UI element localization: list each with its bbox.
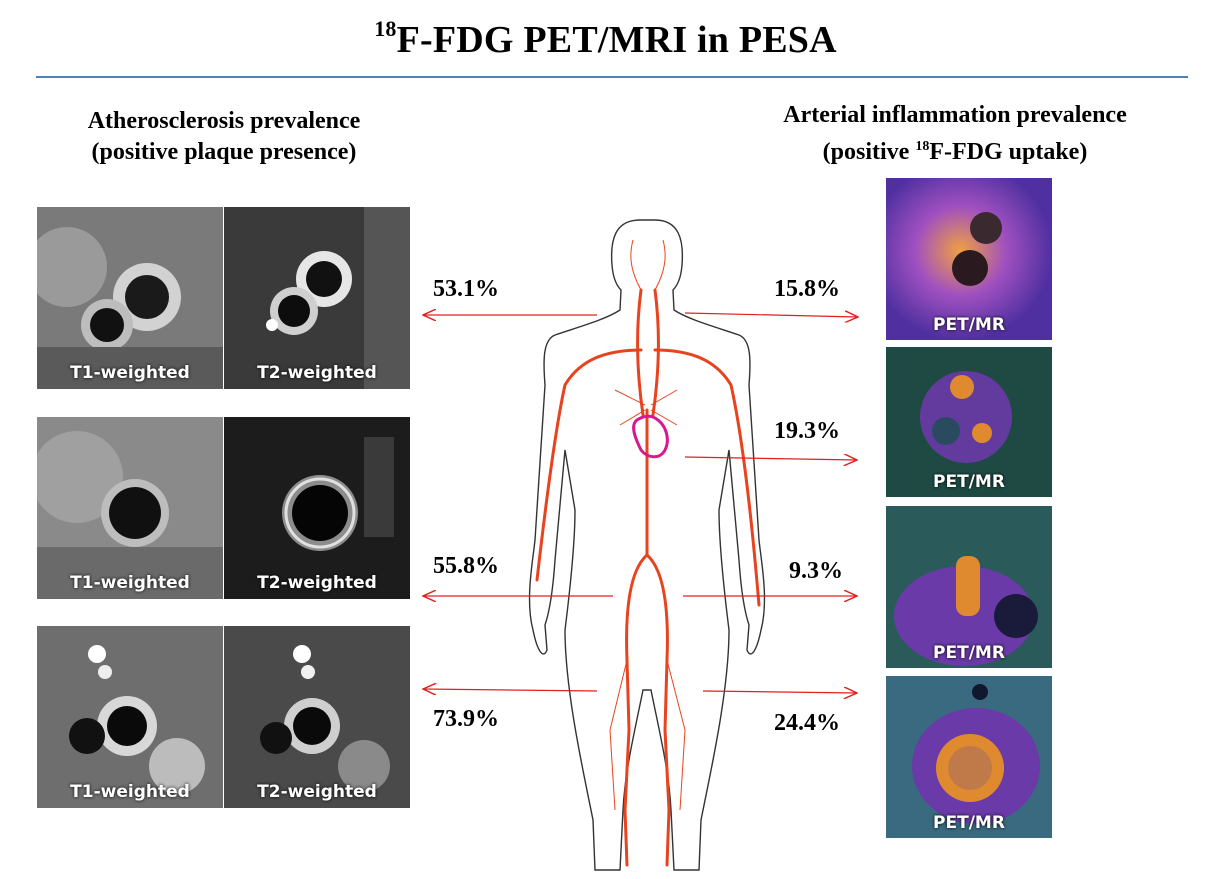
body-outline bbox=[528, 219, 766, 871]
inflammation-pct-4: 24.4% bbox=[774, 710, 840, 736]
figure-title: 18F-FDG PET/MRI in PESA bbox=[0, 16, 1211, 62]
mri-panel-row3-t2: T2-weighted bbox=[224, 626, 410, 808]
t1-label: T1-weighted bbox=[70, 363, 190, 383]
inflammation-pct-3: 9.3% bbox=[789, 558, 843, 584]
pet-label: PET/MR bbox=[933, 813, 1005, 833]
mri-panel-row2-t2: T2-weighted bbox=[224, 417, 410, 599]
heart-icon bbox=[632, 414, 669, 459]
plaque-pct-1: 53.1% bbox=[433, 276, 499, 302]
mri-panel-row3-t1: T1-weighted bbox=[37, 626, 223, 808]
mri-panel-row1-t2: T2-weighted bbox=[224, 207, 410, 389]
t1-label: T1-weighted bbox=[70, 573, 190, 593]
plaque-pct-3: 73.9% bbox=[433, 706, 499, 732]
small-arteries bbox=[609, 239, 686, 811]
prevalence-arrows bbox=[423, 313, 858, 693]
pet-panel-3: PET/MR bbox=[886, 506, 1052, 668]
pet-panel-4: PET/MR bbox=[886, 676, 1052, 838]
t2-label: T2-weighted bbox=[257, 782, 377, 802]
right-heading-line1: Arterial inflammation prevalence bbox=[783, 102, 1127, 128]
title-divider bbox=[36, 76, 1188, 78]
right-heading-line2-post: F-FDG uptake) bbox=[929, 139, 1088, 165]
title-superscript: 18 bbox=[374, 16, 397, 42]
pet-panel-2: PET/MR bbox=[886, 347, 1052, 497]
right-heading: Arterial inflammation prevalence (positi… bbox=[730, 100, 1180, 168]
inflammation-pct-2: 19.3% bbox=[774, 418, 840, 444]
left-heading-line1: Atherosclerosis prevalence bbox=[87, 108, 361, 134]
mri-panel-row1-t1: T1-weighted bbox=[37, 207, 223, 389]
pet-label: PET/MR bbox=[933, 643, 1005, 663]
pet-panel-1: PET/MR bbox=[886, 178, 1052, 340]
t2-label: T2-weighted bbox=[257, 573, 377, 593]
plaque-pct-2: 55.8% bbox=[433, 553, 499, 579]
right-heading-line2: (positive 18F-FDG uptake) bbox=[730, 131, 1180, 168]
pet-label: PET/MR bbox=[933, 315, 1005, 335]
t2-label: T2-weighted bbox=[257, 363, 377, 383]
title-text: F-FDG PET/MRI in PESA bbox=[396, 19, 837, 61]
left-heading: Atherosclerosis prevalence (positive pla… bbox=[30, 106, 418, 168]
inflammation-pct-1: 15.8% bbox=[774, 276, 840, 302]
arterial-tree bbox=[535, 288, 761, 867]
pet-label: PET/MR bbox=[933, 472, 1005, 492]
right-heading-line2-sup: 18 bbox=[915, 139, 930, 154]
human-body-arterial-diagram bbox=[415, 219, 865, 871]
mri-panel-row2-t1: T1-weighted bbox=[37, 417, 223, 599]
left-heading-line2: (positive plaque presence) bbox=[91, 139, 357, 165]
t1-label: T1-weighted bbox=[70, 782, 190, 802]
right-heading-line2-pre: (positive bbox=[822, 139, 916, 165]
